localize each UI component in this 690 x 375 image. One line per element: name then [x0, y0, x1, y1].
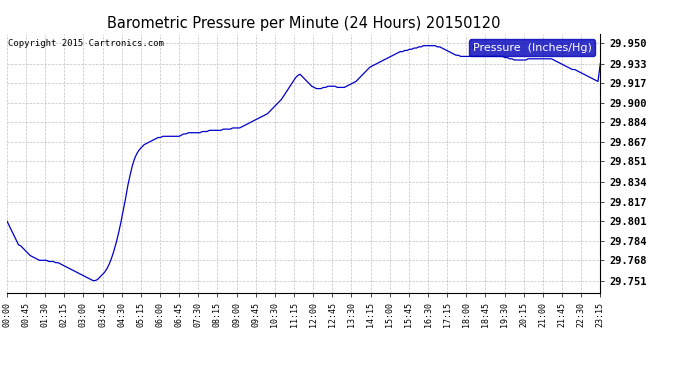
Legend: Pressure  (Inches/Hg): Pressure (Inches/Hg)	[469, 39, 595, 56]
Title: Barometric Pressure per Minute (24 Hours) 20150120: Barometric Pressure per Minute (24 Hours…	[107, 16, 500, 31]
Text: Copyright 2015 Cartronics.com: Copyright 2015 Cartronics.com	[8, 39, 164, 48]
